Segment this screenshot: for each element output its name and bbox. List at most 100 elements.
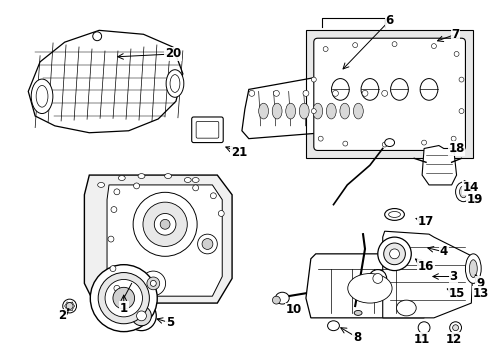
Polygon shape: [421, 145, 456, 185]
Polygon shape: [28, 30, 183, 133]
Text: 3: 3: [448, 270, 457, 283]
Ellipse shape: [389, 249, 399, 259]
Ellipse shape: [419, 78, 437, 100]
Ellipse shape: [218, 211, 224, 216]
Ellipse shape: [458, 109, 463, 113]
Ellipse shape: [360, 78, 378, 100]
Ellipse shape: [383, 243, 405, 265]
Ellipse shape: [105, 279, 142, 317]
Ellipse shape: [323, 46, 327, 51]
Ellipse shape: [114, 189, 120, 195]
Text: 20: 20: [164, 48, 181, 60]
Ellipse shape: [131, 306, 151, 326]
Text: 4: 4: [439, 246, 447, 258]
Ellipse shape: [396, 300, 415, 316]
Ellipse shape: [113, 287, 134, 309]
Text: 19: 19: [466, 193, 483, 206]
Text: 8: 8: [352, 331, 361, 344]
Ellipse shape: [166, 70, 183, 97]
Ellipse shape: [197, 234, 217, 254]
Ellipse shape: [133, 183, 139, 189]
Ellipse shape: [90, 265, 157, 332]
Ellipse shape: [372, 274, 382, 283]
Ellipse shape: [142, 202, 187, 247]
Ellipse shape: [111, 207, 117, 212]
Ellipse shape: [160, 219, 170, 229]
Ellipse shape: [430, 44, 435, 49]
Ellipse shape: [452, 325, 458, 330]
Ellipse shape: [93, 32, 102, 41]
Ellipse shape: [285, 103, 295, 119]
Ellipse shape: [164, 174, 171, 179]
Ellipse shape: [138, 174, 144, 179]
Polygon shape: [305, 254, 428, 318]
Text: 11: 11: [413, 333, 429, 346]
Ellipse shape: [98, 183, 104, 188]
Ellipse shape: [184, 177, 191, 183]
Ellipse shape: [114, 285, 120, 291]
Ellipse shape: [258, 103, 268, 119]
Ellipse shape: [318, 136, 323, 141]
FancyBboxPatch shape: [191, 117, 223, 143]
Ellipse shape: [192, 177, 199, 183]
Ellipse shape: [339, 103, 349, 119]
Ellipse shape: [453, 51, 458, 57]
Text: 15: 15: [447, 287, 464, 300]
Text: 6: 6: [385, 14, 393, 27]
Text: 12: 12: [445, 333, 461, 346]
Text: 17: 17: [417, 215, 433, 228]
Ellipse shape: [192, 185, 198, 191]
Ellipse shape: [455, 182, 470, 202]
Ellipse shape: [62, 299, 76, 313]
Ellipse shape: [272, 103, 282, 119]
Ellipse shape: [382, 142, 386, 147]
Ellipse shape: [417, 322, 429, 334]
Ellipse shape: [331, 78, 348, 100]
Text: 9: 9: [475, 277, 483, 290]
Ellipse shape: [384, 208, 404, 220]
Ellipse shape: [332, 90, 338, 96]
Polygon shape: [107, 185, 222, 296]
Ellipse shape: [248, 90, 254, 96]
Ellipse shape: [31, 79, 53, 113]
Ellipse shape: [377, 237, 410, 271]
Text: 16: 16: [417, 260, 433, 273]
Ellipse shape: [347, 274, 391, 303]
Ellipse shape: [299, 103, 308, 119]
Text: 13: 13: [472, 287, 488, 300]
Ellipse shape: [133, 192, 197, 256]
Ellipse shape: [146, 277, 160, 290]
Ellipse shape: [110, 266, 116, 271]
Ellipse shape: [170, 75, 180, 93]
Ellipse shape: [468, 260, 476, 278]
Text: 2: 2: [58, 309, 66, 322]
Bar: [305, 30, 472, 158]
Ellipse shape: [66, 303, 73, 310]
Ellipse shape: [353, 103, 363, 119]
Ellipse shape: [450, 136, 455, 141]
Text: 1: 1: [120, 302, 127, 315]
Text: 7: 7: [450, 28, 459, 41]
Ellipse shape: [342, 141, 347, 146]
Ellipse shape: [273, 90, 279, 96]
Ellipse shape: [136, 311, 146, 321]
Ellipse shape: [421, 140, 426, 145]
Ellipse shape: [150, 280, 156, 286]
Ellipse shape: [108, 236, 114, 242]
Ellipse shape: [381, 90, 387, 96]
Ellipse shape: [210, 193, 216, 199]
Text: 5: 5: [165, 316, 174, 329]
Polygon shape: [84, 175, 232, 303]
Ellipse shape: [275, 292, 288, 304]
Polygon shape: [242, 67, 392, 139]
Bar: [305, 30, 472, 158]
Ellipse shape: [465, 254, 480, 283]
Ellipse shape: [311, 77, 316, 82]
Ellipse shape: [390, 78, 407, 100]
Ellipse shape: [36, 85, 48, 107]
Ellipse shape: [384, 139, 394, 147]
Text: 21: 21: [230, 146, 246, 159]
Text: 18: 18: [447, 142, 464, 155]
Ellipse shape: [325, 103, 336, 119]
Ellipse shape: [327, 321, 339, 330]
